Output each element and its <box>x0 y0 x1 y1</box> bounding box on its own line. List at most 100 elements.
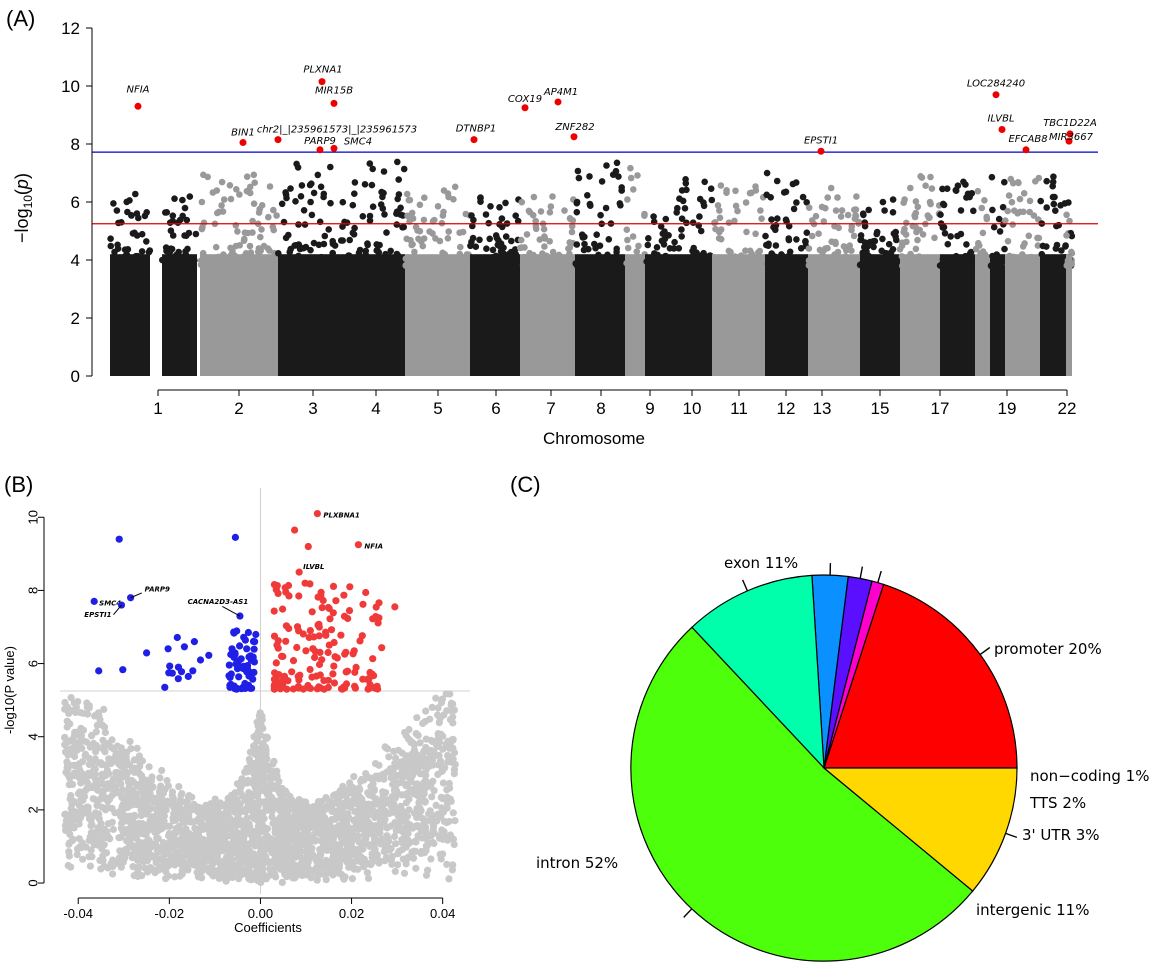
volcano-point <box>424 779 433 788</box>
volcano-point <box>418 797 426 805</box>
volcano-point <box>170 844 178 852</box>
volcano-point <box>414 731 422 740</box>
manhattan-point <box>581 260 588 268</box>
manhattan-point <box>359 260 366 268</box>
volcano-point-neg <box>244 628 252 637</box>
volcano-point <box>413 714 421 722</box>
volcano-point <box>300 806 308 814</box>
volcano-point <box>267 769 275 777</box>
manhattan-point <box>380 168 388 175</box>
volcano-point <box>260 851 268 859</box>
manhattan-point <box>518 244 525 251</box>
volcano-point <box>402 822 410 830</box>
manhattan-point <box>803 229 811 236</box>
volcano-point <box>97 820 105 828</box>
volcano-point <box>350 773 358 781</box>
manhattan-point <box>808 217 816 224</box>
volcano-point-pos <box>317 588 325 597</box>
manhattan-point <box>183 216 191 224</box>
manhattan-point <box>1063 232 1070 239</box>
manhattan-point <box>403 190 411 198</box>
manhattan-point <box>896 246 904 253</box>
volcano-point <box>434 742 442 751</box>
manhattan-point <box>870 243 877 251</box>
manhattan-point <box>437 257 444 265</box>
volcano-point-neg <box>225 672 233 680</box>
manhattan-point <box>459 228 467 236</box>
volcano-point <box>73 741 81 749</box>
volcano-point <box>449 719 457 727</box>
manhattan-point <box>270 226 278 234</box>
volcano-point <box>147 795 155 803</box>
volcano-point <box>264 798 272 806</box>
manhattan-point <box>421 194 428 201</box>
volcano-point <box>369 780 377 788</box>
volcano-point <box>87 846 95 854</box>
manhattan-point <box>434 203 442 210</box>
manhattan-point <box>489 246 497 254</box>
manhattan-point <box>793 199 800 206</box>
manhattan-point <box>290 262 298 269</box>
manhattan-point <box>1027 260 1034 268</box>
manhattan-block-chr6 <box>520 254 575 376</box>
manhattan-point <box>310 189 318 197</box>
manhattan-point <box>785 222 793 230</box>
manhattan-point <box>369 260 377 267</box>
manhattan-point <box>1049 182 1056 190</box>
manhattan-x-tick-label: 17 <box>931 399 950 418</box>
manhattan-point <box>415 235 422 243</box>
manhattan-point <box>970 207 977 215</box>
manhattan-point <box>1059 254 1066 261</box>
volcano-x-tick-label: -0.02 <box>155 906 185 921</box>
manhattan-point <box>406 196 414 204</box>
volcano-point <box>278 791 286 799</box>
volcano-y-tick-label: 4 <box>25 733 40 740</box>
manhattan-point <box>296 261 304 269</box>
volcano-point <box>450 840 458 849</box>
volcano-point <box>146 864 155 872</box>
manhattan-point <box>737 252 745 259</box>
manhattan-point <box>1020 208 1027 216</box>
volcano-point <box>147 816 155 824</box>
volcano-point-pos <box>295 592 303 600</box>
manhattan-point <box>641 210 648 218</box>
manhattan-point <box>851 206 858 214</box>
manhattan-point <box>1050 173 1057 180</box>
manhattan-point <box>122 252 129 260</box>
volcano-point-pos <box>270 685 279 693</box>
manhattan-point <box>468 212 475 219</box>
manhattan-point <box>685 261 692 269</box>
significant-hit <box>554 98 562 106</box>
manhattan-point <box>339 237 347 244</box>
volcano-point <box>376 774 384 782</box>
pie-label-tick <box>979 646 991 656</box>
manhattan-point <box>171 195 178 202</box>
manhattan-point <box>369 203 377 210</box>
manhattan-point <box>678 233 685 240</box>
manhattan-point <box>1063 211 1070 219</box>
volcano-point <box>339 791 347 799</box>
manhattan-point <box>885 240 893 248</box>
volcano-point <box>115 834 123 842</box>
manhattan-point <box>107 235 114 242</box>
volcano-point-neg <box>236 642 244 650</box>
volcano-labeled-point <box>313 510 321 518</box>
volcano-point-pos <box>342 668 350 676</box>
manhattan-point <box>377 256 385 263</box>
volcano-gene-label: EPSTI1 <box>84 611 111 619</box>
pie-slice-label: exon 11% <box>724 554 798 572</box>
volcano-point <box>260 768 268 776</box>
manhattan-x-axis-label: Chromosome <box>543 429 645 448</box>
volcano-point <box>439 850 447 858</box>
volcano-point-pos <box>282 588 290 596</box>
manhattan-point <box>824 244 831 252</box>
manhattan-point <box>295 221 302 228</box>
volcano-point <box>449 809 457 817</box>
manhattan-point <box>921 260 928 268</box>
volcano-point <box>157 825 165 833</box>
manhattan-point <box>627 164 634 172</box>
manhattan-point <box>919 231 927 238</box>
volcano-point <box>73 851 81 859</box>
manhattan-point <box>917 173 924 180</box>
